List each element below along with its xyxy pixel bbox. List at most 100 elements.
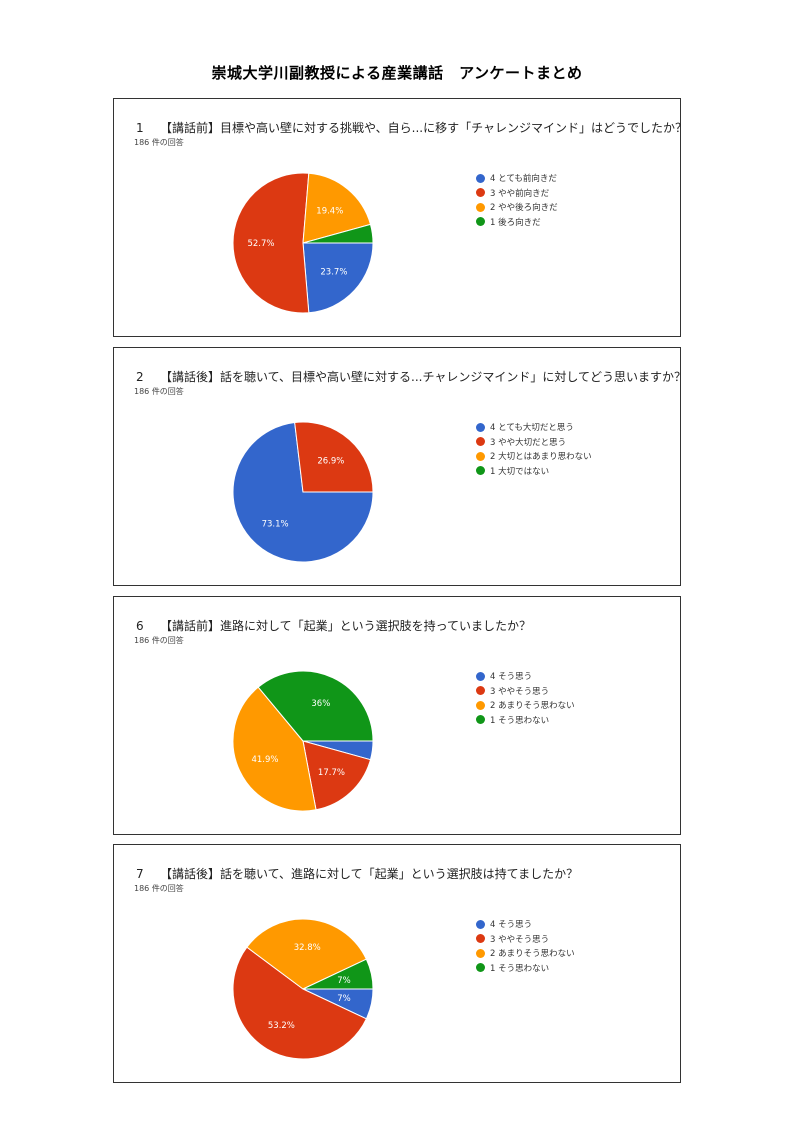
question-title: 7 【講話後】話を聴いて、進路に対して「起業」という選択肢は持てましたか？ xyxy=(136,865,578,882)
question-number: 7 xyxy=(136,867,144,881)
legend-label: 1 そう思わない xyxy=(490,715,550,726)
legend: 4 とても大切だと思う 3 やや大切だと思う 2 大切とはあまり思わない 1 大切では… xyxy=(476,420,592,478)
legend: 4 そう思う 3 ややそう思う 2 あまりそう思わない 1 そう思わない xyxy=(476,669,575,727)
legend-swatch xyxy=(476,948,485,958)
legend-swatch xyxy=(476,451,485,461)
legend-label: 1 大切ではない xyxy=(490,466,550,477)
chart-card-2: 2 【講話後】話を聴いて、目標や高い壁に対する...チャレンジマインド」に対してど… xyxy=(113,347,686,586)
document-title: 崇城大学川副教授による産業講話 アンケートまとめ xyxy=(211,64,583,82)
legend-label: 4 とても前向きだ xyxy=(490,174,557,185)
legend-swatch xyxy=(476,686,485,696)
legend-swatch xyxy=(476,671,485,681)
legend-item: 2 あまりそう思わない xyxy=(476,698,575,713)
legend-item: 4 とても大切だと思う xyxy=(476,420,592,435)
legend-swatch xyxy=(476,188,485,198)
pie-slice-3 xyxy=(232,686,317,812)
legend: 4 とても前向きだ 3 やや前向きだ 2 やや後ろ向きだ 1 後ろ向きだ xyxy=(476,171,558,229)
legend-item: 3 やや前向きだ xyxy=(476,186,558,201)
pie-chart: 7% 53.2% 32.8% 7% xyxy=(232,918,374,1060)
legend-swatch xyxy=(476,437,485,447)
legend-item: 1 そう思わない xyxy=(476,713,575,728)
chart-card-1: 1 【講話前】目標や高い壁に対する挑戦や、自ら...に移す「チャレンジマインド」は… xyxy=(113,98,687,337)
slice-label: 53.2% xyxy=(268,1021,295,1031)
legend-item: 4 そう思う xyxy=(476,917,575,932)
pie-slice-2 xyxy=(302,740,372,811)
legend-swatch xyxy=(476,202,485,212)
legend-item: 1 大切ではない xyxy=(476,464,592,479)
slice-label: 32.8% xyxy=(294,943,321,953)
pie-chart: 17.7% 41.9% 36% xyxy=(232,670,374,812)
legend-label: 2 あまりそう思わない xyxy=(490,949,575,960)
question-number: 1 xyxy=(136,121,144,135)
legend-swatch xyxy=(476,173,485,183)
pie-slice-3 xyxy=(246,918,368,990)
legend: 4 そう思う 3 ややそう思う 2 あまりそう思わない 1 そう思わない xyxy=(476,917,575,975)
pie-chart: 73.1% 26.9% xyxy=(232,421,374,563)
question-text: 【講話前】進路に対して「起業」という選択肢を持っていましたか？ xyxy=(160,619,532,633)
legend-label: 3 やや大切だと思う xyxy=(490,437,567,448)
legend-item: 4 とても前向きだ xyxy=(476,171,558,186)
response-count: 186 件の回答 xyxy=(134,884,184,893)
legend-swatch xyxy=(476,715,485,725)
legend-item: 3 ややそう思う xyxy=(476,932,575,947)
slice-label: 36% xyxy=(311,699,330,709)
legend-swatch xyxy=(476,422,485,432)
legend-item: 2 大切とはあまり思わない xyxy=(476,449,592,464)
legend-item: 3 やや大切だと思う xyxy=(476,435,592,450)
legend-label: 3 やや前向きだ xyxy=(490,188,550,199)
legend-label: 4 そう思う xyxy=(490,672,533,683)
legend-label: 2 やや後ろ向きだ xyxy=(490,203,558,214)
response-count: 186 件の回答 xyxy=(134,138,184,147)
legend-item: 2 あまりそう思わない xyxy=(476,946,575,961)
chart-card-7: 7 【講話後】話を聴いて、進路に対して「起業」という選択肢は持てましたか？ 186… xyxy=(113,844,681,1083)
slice-label: 41.9% xyxy=(251,755,278,765)
legend-label: 2 大切とはあまり思わない xyxy=(490,452,592,463)
pie-slice-2 xyxy=(294,421,374,493)
legend-item: 3 ややそう思う xyxy=(476,684,575,699)
legend-item: 1 後ろ向きだ xyxy=(476,215,558,230)
question-number: 2 xyxy=(136,370,144,384)
legend-swatch xyxy=(476,919,485,929)
question-title: 6 【講話前】進路に対して「起業」という選択肢を持っていましたか？ xyxy=(136,617,531,634)
question-title: 1 【講話前】目標や高い壁に対する挑戦や、自ら...に移す「チャレンジマインド」は… xyxy=(136,119,687,136)
response-count: 186 件の回答 xyxy=(134,387,184,396)
question-text: 【講話前】目標や高い壁に対する挑戦や、自ら...に移す「チャレンジマインド」はど… xyxy=(160,121,687,135)
legend-item: 4 そう思う xyxy=(476,669,575,684)
question-number: 6 xyxy=(136,619,144,633)
slice-label: 7% xyxy=(337,976,351,986)
chart-card-6: 6 【講話前】進路に対して「起業」という選択肢を持っていましたか？ 186 件の回… xyxy=(113,596,681,835)
legend-label: 2 あまりそう思わない xyxy=(490,701,575,712)
question-text: 【講話後】話を聴いて、目標や高い壁に対する...チャレンジマインド」に対してどう… xyxy=(160,370,687,384)
slice-label: 17.7% xyxy=(318,768,345,778)
slice-label: 19.4% xyxy=(316,207,343,217)
pie-chart: 23.7% 52.7% 19.4% xyxy=(232,172,374,314)
legend-label: 1 後ろ向きだ xyxy=(490,217,541,228)
pie-slice-3 xyxy=(302,172,372,244)
pie-slice-1 xyxy=(302,242,374,314)
pie-slice-2 xyxy=(232,946,368,1060)
legend-swatch xyxy=(476,466,485,476)
slice-label: 73.1% xyxy=(262,519,289,529)
response-count: 186 件の回答 xyxy=(134,636,184,645)
legend-label: 3 ややそう思う xyxy=(490,934,550,945)
legend-label: 1 そう思わない xyxy=(490,963,550,974)
legend-label: 4 とても大切だと思う xyxy=(490,423,574,434)
legend-swatch xyxy=(476,217,485,227)
question-title: 2 【講話後】話を聴いて、目標や高い壁に対する...チャレンジマインド」に対してど… xyxy=(136,368,686,385)
legend-label: 3 ややそう思う xyxy=(490,686,550,697)
legend-item: 2 やや後ろ向きだ xyxy=(476,200,558,215)
legend-label: 4 そう思う xyxy=(490,920,533,931)
pie-slice-4 xyxy=(257,670,374,742)
slice-label: 52.7% xyxy=(247,239,274,249)
slice-label: 26.9% xyxy=(317,457,344,467)
pie-slice-4 xyxy=(302,223,374,244)
slice-label: 23.7% xyxy=(320,267,347,277)
legend-swatch xyxy=(476,963,485,973)
pie-slice-2 xyxy=(232,172,310,314)
pie-slice-4 xyxy=(302,958,374,990)
slice-label: 7% xyxy=(337,994,351,1004)
legend-item: 1 そう思わない xyxy=(476,961,575,976)
legend-swatch xyxy=(476,934,485,944)
legend-swatch xyxy=(476,700,485,710)
